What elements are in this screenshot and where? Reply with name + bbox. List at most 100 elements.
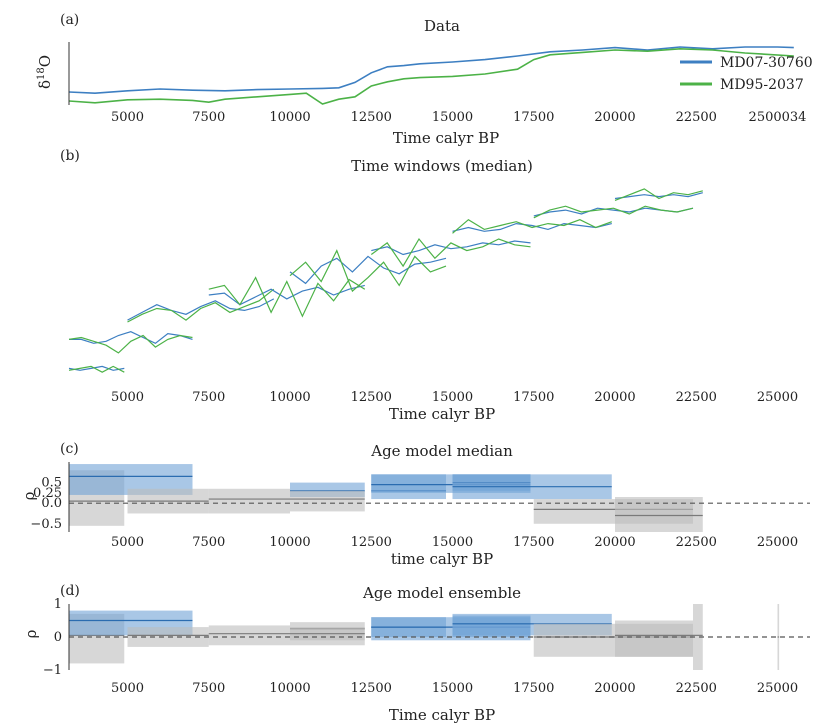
window-line-1-green: [68, 334, 193, 354]
window-band-3: [208, 488, 290, 514]
window-line-5-green: [370, 237, 531, 268]
window-line-0-green: [68, 365, 125, 373]
window-line-0-blue: [68, 365, 125, 371]
x-tick-label: 5000: [111, 535, 144, 550]
window-line-6-blue: [452, 222, 612, 232]
window-line-8-green: [614, 188, 703, 201]
x-tick-label: 10000: [269, 110, 310, 125]
y-axis-label-d: ρ: [22, 629, 40, 638]
x-ticks-b: 5000 7500 10000 12500 15000 17500 20000 22500 25…: [111, 390, 798, 405]
x-tick-label: 10000: [269, 390, 310, 405]
x-tick-label: 5000: [111, 110, 144, 125]
window-band-12: [693, 604, 703, 670]
x-axis-label-a: Time calyr BP: [393, 129, 499, 147]
x-tick-label: 17500: [513, 535, 554, 550]
window-band-5: [290, 490, 365, 512]
x-tick-label: 12500: [351, 390, 392, 405]
window-band-11: [615, 620, 693, 657]
ticks-c: −0.5 0.00.250.5 5000 7500 10000 12500 15000 175…: [30, 476, 798, 550]
x-tick-label: 22500: [676, 390, 717, 405]
x-tick-label: 12500: [351, 110, 392, 125]
x-ticks-a: 5000 7500 10000 12500 15000 17500 20000 22500 25…: [111, 110, 807, 125]
window-band-3: [208, 625, 290, 646]
x-axis-label-c: time calyr BP: [391, 550, 493, 568]
x-tick-label: 10000: [269, 535, 310, 550]
x-tick-label: 17500: [513, 681, 554, 696]
x-axis-label-b: Time calyr BP: [389, 405, 495, 423]
x-tick-label: 15000: [432, 110, 473, 125]
y-tick-label: −0.5: [30, 517, 62, 532]
series-group-a: [68, 46, 794, 105]
window-line-1-blue: [69, 331, 193, 345]
y-axis-label-a-O: O: [36, 55, 54, 67]
x-tick-label: 17500: [513, 110, 554, 125]
x-tick-label: 20000: [594, 535, 635, 550]
window-line-2-blue: [127, 298, 275, 321]
x-tick-label: 10000: [269, 681, 310, 696]
x-tick-label: 5000: [111, 390, 144, 405]
x-tick-label: 25000: [757, 681, 798, 696]
bands-group-d: [69, 604, 810, 670]
y-axis-label-a: δ18O: [36, 55, 54, 89]
x-tick-label: 12500: [351, 681, 392, 696]
y-tick-label: 1: [54, 597, 62, 612]
bands-group-c: [69, 464, 810, 532]
chart-title-a: Data: [424, 17, 460, 35]
x-tick-label: 20000: [594, 681, 635, 696]
y-axis-label-c: ρ: [20, 491, 38, 500]
y-tick-label: 0: [54, 630, 62, 645]
y-tick-label: 0.5: [41, 476, 62, 491]
window-line-6-green: [452, 218, 613, 234]
series-line-md95-2037: [68, 47, 794, 105]
panel-label-a: (a): [60, 12, 79, 28]
x-tick-label: 22500: [676, 535, 717, 550]
x-tick-label: 7500: [192, 535, 225, 550]
y-tick-label: 0.25: [33, 486, 62, 501]
legend-label-md07: MD07-30760: [720, 55, 813, 71]
x-tick-label: 20000: [594, 110, 635, 125]
y-axis-label-a-super: 18: [36, 67, 47, 80]
x-tick-label: 20000: [594, 390, 635, 405]
series-group-b: [68, 188, 703, 373]
panel-b-time-windows: (b) Time windows (median) 5000 7500 10000 1…: [60, 148, 798, 423]
x-tick-label: 15000: [432, 390, 473, 405]
legend-a: MD07-30760 MD95-2037: [680, 55, 813, 93]
panel-a-data: (a) Data δ18O 5000 7500 10000 12500 15000 175…: [36, 12, 813, 147]
y-tick-label: 0.0: [41, 496, 62, 511]
x-tick-label: 2500034: [749, 110, 807, 125]
x-tick-label: 25000: [757, 390, 798, 405]
x-tick-label: 22500: [676, 110, 717, 125]
y-tick-label: −1: [43, 663, 62, 678]
x-tick-label: 7500: [192, 681, 225, 696]
x-tick-label: 25000: [757, 535, 798, 550]
x-tick-label: 15000: [432, 535, 473, 550]
window-line-3-green: [208, 276, 366, 318]
x-tick-label: 15000: [432, 681, 473, 696]
panel-label-d: (d): [60, 583, 80, 599]
x-axis-label-d: Time calyr BP: [389, 706, 495, 724]
x-tick-label: 7500: [192, 110, 225, 125]
series-line-md07-30760: [68, 46, 794, 95]
chart-title-b: Time windows (median): [351, 157, 533, 175]
panel-c-age-model-median: (c) Age model median ρ −0.5 0.00.250.5 500…: [20, 441, 810, 568]
window-band-5: [290, 627, 365, 646]
window-line-7-blue: [533, 207, 694, 217]
chart-title-d: Age model ensemble: [362, 584, 521, 602]
window-line-4-blue: [289, 255, 447, 285]
window-line-4-green: [289, 249, 447, 293]
x-tick-label: 12500: [351, 535, 392, 550]
x-tick-label: 22500: [676, 681, 717, 696]
panel-label-b: (b): [60, 148, 80, 164]
chart-title-c: Age model median: [370, 442, 513, 460]
x-tick-label: 5000: [111, 681, 144, 696]
window-line-7-green: [533, 205, 694, 219]
x-tick-label: 7500: [192, 390, 225, 405]
window-line-5-blue: [371, 240, 531, 256]
panel-label-c: (c): [60, 441, 79, 457]
window-line-2-green: [127, 288, 275, 323]
window-line-8-blue: [614, 192, 703, 200]
legend-label-md95: MD95-2037: [720, 77, 804, 93]
